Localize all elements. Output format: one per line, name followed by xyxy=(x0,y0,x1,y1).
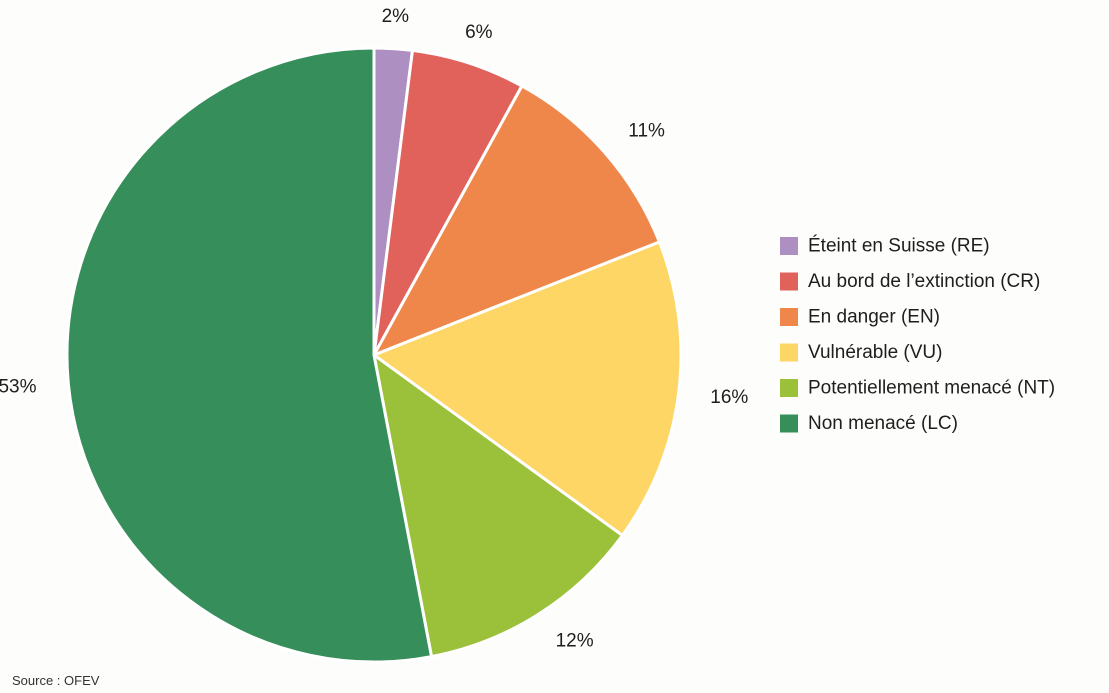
pie-slices xyxy=(67,48,681,662)
legend-label-en-danger-en: En danger (EN) xyxy=(808,307,940,328)
legend-swatch-eteint-en-suisse-re xyxy=(780,237,798,255)
legend-swatch-au-bord-de-l-extinction-cr xyxy=(780,273,798,291)
slice-label-vulnerable-vu: 16% xyxy=(710,387,748,408)
legend-swatch-vulnerable-vu xyxy=(780,344,798,362)
slice-label-eteint-en-suisse-re: 2% xyxy=(382,6,410,27)
legend-label-au-bord-de-l-extinction-cr: Au bord de l’extinction (CR) xyxy=(808,271,1040,292)
slice-label-en-danger-en: 11% xyxy=(628,120,665,141)
slice-label-potentiellement-menace-nt: 12% xyxy=(556,631,594,652)
slice-label-non-menace-lc: 53% xyxy=(0,376,37,397)
legend-label-eteint-en-suisse-re: Éteint en Suisse (RE) xyxy=(808,236,990,257)
slice-label-au-bord-de-l-extinction-cr: 6% xyxy=(465,22,493,43)
legend-swatch-non-menace-lc xyxy=(780,415,798,433)
legend-label-vulnerable-vu: Vulnérable (VU) xyxy=(808,342,942,363)
legend-label-non-menace-lc: Non menacé (LC) xyxy=(808,413,958,434)
legend-label-potentiellement-menace-nt: Potentiellement menacé (NT) xyxy=(808,378,1055,399)
legend-swatch-potentiellement-menace-nt xyxy=(780,379,798,397)
legend-swatch-en-danger-en xyxy=(780,308,798,326)
source-note: Source : OFEV xyxy=(12,673,99,688)
legend: Éteint en Suisse (RE) Au bord de l’extinc… xyxy=(780,236,1055,435)
